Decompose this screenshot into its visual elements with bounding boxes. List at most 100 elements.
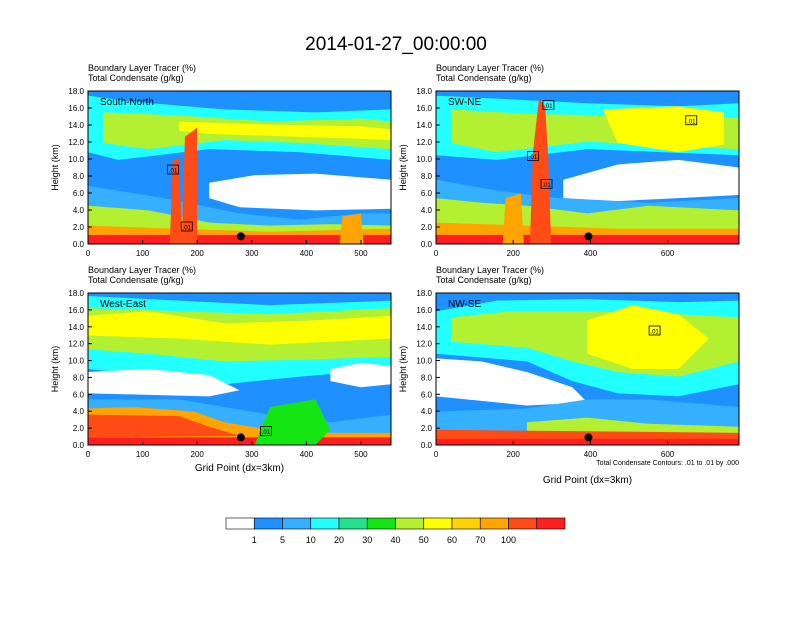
y-tick-label: 12.0	[68, 138, 84, 147]
y-tick-label: 8.0	[421, 373, 433, 382]
y-tick-label: 16.0	[416, 104, 432, 113]
y-tick-label: 6.0	[421, 189, 433, 198]
y-tick-label: 10.0	[416, 357, 432, 366]
subtitle-tracer: Boundary Layer Tracer (%)	[88, 265, 196, 275]
y-tick-label: 12.0	[68, 340, 84, 349]
x-tick-label: 300	[245, 450, 259, 459]
subtitle-tracer: Boundary Layer Tracer (%)	[436, 63, 544, 73]
contour-label: .01	[262, 430, 271, 436]
x-tick-label: 200	[507, 450, 521, 459]
x-tick-label: 600	[661, 450, 675, 459]
colorbar-label: 5	[280, 535, 285, 545]
x-axis-label: Grid Point (dx=3km)	[543, 475, 632, 486]
y-tick-label: 6.0	[421, 390, 433, 399]
y-tick-label: 10.0	[68, 357, 84, 366]
colorbar-label: 20	[334, 535, 344, 545]
colorbar-label: 70	[475, 535, 485, 545]
panel-label: NW-SE	[448, 299, 481, 310]
colorbar-swatch	[508, 517, 538, 530]
panel-2: Boundary Layer Tracer (%)Total Condensat…	[50, 265, 392, 474]
y-tick-label: 18.0	[416, 289, 432, 298]
y-tick-label: 10.0	[68, 155, 84, 164]
contour-label-box	[260, 426, 272, 436]
colorbar-label: 10	[306, 535, 316, 545]
contour-region	[169, 127, 198, 244]
y-tick-label: 2.0	[73, 223, 85, 232]
x-tick-label: 0	[434, 249, 439, 258]
y-tick-label: 14.0	[416, 323, 432, 332]
y-tick-label: 4.0	[73, 407, 85, 416]
y-tick-label: 6.0	[73, 189, 85, 198]
contour-region	[563, 159, 739, 202]
y-tick-label: 16.0	[416, 306, 432, 315]
contour-region	[529, 98, 552, 244]
y-tick-label: 0.0	[73, 240, 85, 249]
contour-region	[587, 305, 709, 369]
colorbar-swatch	[451, 517, 481, 530]
y-tick-label: 14.0	[416, 121, 432, 130]
x-tick-label: 400	[584, 249, 598, 258]
x-tick-label: 300	[245, 249, 259, 258]
filled-contours	[88, 95, 391, 244]
y-tick-label: 2.0	[421, 424, 433, 433]
y-tick-label: 4.0	[421, 407, 433, 416]
panel-3: Boundary Layer Tracer (%)Total Condensat…	[398, 265, 740, 486]
colorbar-swatch	[366, 517, 396, 530]
panel-label: South-North	[100, 97, 154, 108]
contour-label-box	[180, 221, 193, 232]
x-tick-label: 100	[136, 450, 150, 459]
y-axis-label: Height (km)	[50, 144, 60, 191]
subtitle-condensate: Total Condensate (g/kg)	[88, 73, 184, 83]
colorbar-label: 40	[390, 535, 400, 545]
x-tick-label: 100	[136, 249, 150, 258]
panels: Boundary Layer Tracer (%)Total Condensat…	[50, 63, 740, 486]
colorbar-swatch	[423, 517, 453, 530]
colorbar-label: 100	[501, 535, 516, 545]
colorbar: 1 5 10 20 30 40 50 60 70 100	[225, 517, 566, 545]
filled-contours	[88, 296, 391, 445]
y-tick-label: 8.0	[73, 373, 85, 382]
subtitle-condensate: Total Condensate (g/kg)	[88, 275, 184, 285]
location-marker	[584, 232, 593, 241]
filled-contours	[436, 299, 739, 445]
y-tick-label: 6.0	[73, 390, 85, 399]
panel-1: Boundary Layer Tracer (%)Total Condensat…	[398, 63, 740, 258]
y-tick-label: 18.0	[68, 289, 84, 298]
contour-region	[330, 362, 391, 388]
colorbar-label: 50	[419, 535, 429, 545]
subtitle-tracer: Boundary Layer Tracer (%)	[436, 265, 544, 275]
plot-frame	[87, 90, 392, 245]
contour-label-box	[685, 115, 698, 126]
contour-label-box	[542, 100, 555, 110]
contour-region	[88, 414, 240, 438]
x-tick-label: 0	[86, 249, 91, 258]
contour-region	[88, 311, 391, 345]
contour-label: .01	[650, 330, 659, 336]
panel-label: SW-NE	[448, 97, 481, 108]
y-tick-label: 16.0	[68, 104, 84, 113]
filled-contours	[436, 95, 739, 244]
y-tick-label: 14.0	[68, 323, 84, 332]
y-tick-label: 2.0	[73, 424, 85, 433]
y-tick-label: 2.0	[421, 223, 433, 232]
plot-frame	[435, 90, 740, 245]
colorbar-swatch	[225, 517, 255, 530]
x-tick-label: 500	[354, 249, 368, 258]
x-tick-label: 400	[300, 249, 314, 258]
y-tick-label: 8.0	[421, 172, 433, 181]
contour-label: .01	[544, 104, 553, 110]
contour-label-box	[540, 179, 553, 189]
contour-region	[209, 173, 391, 211]
panel-0: Boundary Layer Tracer (%)Total Condensat…	[50, 63, 392, 258]
contour-region	[602, 106, 724, 153]
x-tick-label: 0	[434, 450, 439, 459]
contour-region	[502, 193, 524, 244]
x-tick-label: 400	[584, 450, 598, 459]
plot-frame	[87, 292, 392, 446]
y-tick-label: 0.0	[73, 441, 85, 450]
y-tick-label: 12.0	[416, 340, 432, 349]
y-tick-label: 0.0	[421, 441, 433, 450]
contour-label: .01	[542, 183, 551, 189]
contour-label: .01	[169, 169, 178, 175]
